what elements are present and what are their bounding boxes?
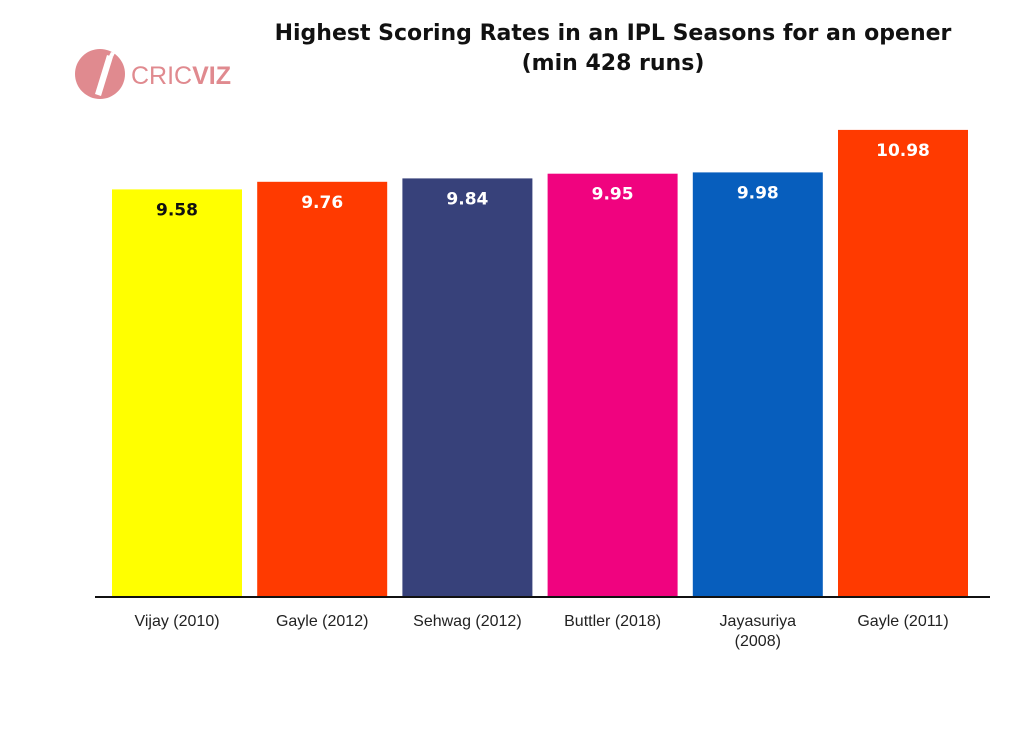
bar-value-label-3: 9.84: [446, 189, 488, 209]
x-tick-label-1: Vijay (2010): [134, 613, 219, 630]
x-tick-label-6: Gayle (2011): [857, 613, 948, 630]
bar-value-label-4: 9.95: [592, 185, 634, 205]
cricket-bat-ball-icon: [75, 49, 125, 99]
bar-2: [257, 181, 388, 598]
bar-3: [402, 178, 533, 597]
x-tick-label-2: Gayle (2012): [276, 613, 369, 630]
x-tick-label-3: Sehwag (2012): [413, 613, 522, 630]
x-tick-label-5: Jayasuriya (2008): [720, 613, 797, 650]
bar-1: [112, 189, 242, 597]
chart-title: Highest Scoring Rates in an IPL Seasons …: [275, 21, 952, 46]
logo-wordmark: CRICVIZ: [131, 62, 231, 90]
bar-6: [838, 129, 968, 597]
bar-value-label-5: 9.98: [737, 183, 779, 203]
x-tick-label-4: Buttler (2018): [564, 613, 661, 630]
bar-value-label-2: 9.76: [301, 193, 343, 213]
value-labels-group: 9.58 9.76 9.84 9.95 9.98 10.98: [156, 141, 930, 221]
bar-value-label-6: 10.98: [876, 141, 930, 161]
bar-value-label-1: 9.58: [156, 200, 198, 220]
bars-group: [112, 129, 968, 598]
chart-subtitle: (min 428 runs): [522, 51, 705, 76]
x-tick-labels-group: Vijay (2010) Gayle (2012) Sehwag (2012) But…: [134, 613, 948, 650]
cricviz-logo: CRICVIZ: [75, 49, 231, 99]
bar-4: [547, 173, 678, 597]
bar-5: [692, 172, 823, 597]
